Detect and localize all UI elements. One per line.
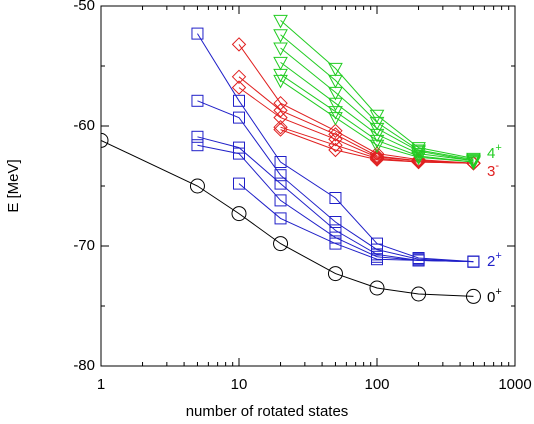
point xyxy=(411,153,426,169)
series-line xyxy=(238,183,474,263)
state-label-sup: + xyxy=(495,142,501,154)
series-line xyxy=(197,100,474,263)
state-label-sup: + xyxy=(495,250,501,262)
point xyxy=(273,122,288,137)
point xyxy=(273,103,288,118)
point xyxy=(274,177,287,190)
point xyxy=(274,194,287,207)
point xyxy=(328,127,343,142)
series-line xyxy=(280,20,474,159)
point xyxy=(273,95,288,111)
point xyxy=(191,139,204,152)
series-line xyxy=(280,47,474,162)
point xyxy=(328,74,343,89)
point xyxy=(191,130,204,143)
point xyxy=(329,224,342,237)
point xyxy=(231,80,247,95)
point xyxy=(369,134,385,149)
point xyxy=(328,137,343,153)
state-label-sup: + xyxy=(495,286,501,298)
state-label-text: 2 xyxy=(487,253,495,270)
point xyxy=(273,14,288,29)
point xyxy=(328,86,343,101)
x-axis-label: number of rotated states xyxy=(186,403,349,420)
point xyxy=(101,132,109,148)
point xyxy=(231,37,247,52)
point xyxy=(329,216,342,228)
point xyxy=(191,94,204,107)
point xyxy=(466,156,481,171)
point xyxy=(327,266,343,282)
point xyxy=(273,42,288,57)
y-tick-label: -50 xyxy=(73,0,95,14)
point xyxy=(231,69,247,85)
point xyxy=(328,112,343,126)
y-tick-label: -70 xyxy=(73,237,95,254)
point xyxy=(329,237,342,250)
point xyxy=(369,280,385,296)
series-line xyxy=(238,87,474,164)
point xyxy=(328,62,343,77)
point xyxy=(369,149,385,165)
state-label-text: 4 xyxy=(487,145,495,162)
x-tick-label: 10 xyxy=(231,376,248,393)
point xyxy=(274,212,287,225)
state-label-text: 0 xyxy=(487,289,495,306)
point xyxy=(191,27,204,40)
state-label: 0+ xyxy=(487,286,502,306)
point xyxy=(328,97,343,112)
point xyxy=(233,111,245,124)
point xyxy=(369,152,385,167)
x-tick-label: 100 xyxy=(364,376,389,393)
point xyxy=(231,206,247,222)
series-line xyxy=(238,44,474,164)
point xyxy=(233,177,245,190)
plot-area xyxy=(101,14,481,304)
point xyxy=(411,286,427,302)
series-line xyxy=(280,129,474,164)
point xyxy=(411,151,426,166)
point xyxy=(467,255,480,268)
series-line xyxy=(280,34,474,161)
point xyxy=(369,139,385,154)
series-line xyxy=(238,76,474,164)
point xyxy=(273,74,288,89)
point xyxy=(273,236,289,252)
point xyxy=(273,110,288,125)
point xyxy=(274,169,287,182)
state-label: 2+ xyxy=(487,250,502,270)
x-tick-label: 1000 xyxy=(498,376,531,393)
point xyxy=(273,29,288,43)
series-line xyxy=(280,79,474,163)
point xyxy=(371,253,383,266)
point xyxy=(369,109,385,124)
state-label-sup: - xyxy=(495,160,499,172)
series-line xyxy=(197,33,474,263)
point xyxy=(329,192,342,204)
state-label-text: 3 xyxy=(487,163,495,180)
point xyxy=(273,56,288,71)
y-tick-label: -60 xyxy=(73,117,95,134)
point xyxy=(411,154,426,170)
point xyxy=(369,148,385,164)
point xyxy=(273,119,288,135)
point xyxy=(328,123,343,139)
x-tick-label: 1 xyxy=(97,376,105,393)
state-label: 3- xyxy=(487,160,499,180)
point xyxy=(465,288,481,304)
plot-frame xyxy=(100,5,516,367)
series-line xyxy=(101,139,474,297)
point xyxy=(412,254,425,267)
point xyxy=(233,94,245,107)
series-line xyxy=(280,61,474,162)
point xyxy=(328,142,343,158)
y-axis-label: E [MeV] xyxy=(5,159,22,212)
y-tick-label: -80 xyxy=(73,357,95,374)
state-label: 4+ xyxy=(487,142,502,162)
point xyxy=(369,151,385,166)
point xyxy=(274,156,287,168)
point xyxy=(233,147,245,160)
point xyxy=(189,178,205,194)
